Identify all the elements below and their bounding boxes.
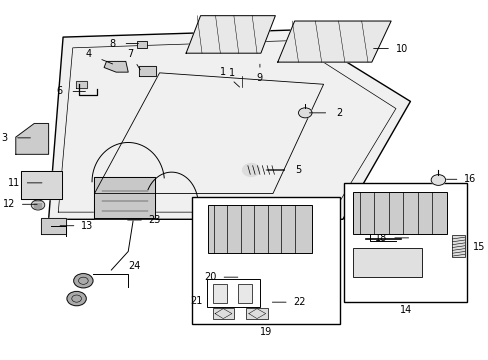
Bar (451, 235, 464, 257)
Text: 11: 11 (8, 178, 20, 188)
Text: 15: 15 (472, 242, 484, 252)
Text: 17: 17 (360, 258, 372, 268)
Circle shape (242, 163, 260, 176)
Polygon shape (20, 171, 62, 199)
Bar (237, 284, 252, 303)
Polygon shape (16, 123, 48, 154)
Bar (192, 197, 339, 324)
Circle shape (430, 175, 445, 185)
Bar (352, 248, 422, 277)
Polygon shape (277, 21, 390, 62)
Text: 2: 2 (335, 108, 342, 118)
Text: 24: 24 (128, 261, 141, 271)
Text: 10: 10 (395, 44, 407, 54)
Polygon shape (104, 62, 128, 72)
Bar (343, 183, 466, 302)
Text: 21: 21 (190, 296, 202, 306)
Bar (212, 308, 234, 319)
Text: 6: 6 (57, 86, 62, 96)
Bar (352, 192, 446, 234)
Text: 1: 1 (220, 67, 226, 77)
Polygon shape (94, 177, 154, 217)
Polygon shape (76, 81, 87, 88)
Polygon shape (48, 30, 409, 219)
Text: 22: 22 (293, 297, 305, 307)
Circle shape (298, 108, 311, 118)
Bar (206, 279, 260, 307)
Text: 1: 1 (228, 68, 235, 78)
Text: 19: 19 (259, 327, 271, 337)
Polygon shape (41, 217, 65, 234)
Text: 7: 7 (127, 49, 133, 59)
Polygon shape (139, 66, 155, 76)
Bar (137, 41, 147, 48)
Text: 9: 9 (256, 73, 263, 83)
Bar (207, 205, 311, 253)
Circle shape (67, 292, 86, 306)
Text: 23: 23 (148, 215, 161, 225)
Text: 13: 13 (81, 221, 93, 231)
Text: 18: 18 (375, 233, 387, 243)
Text: 3: 3 (1, 133, 7, 143)
Polygon shape (186, 16, 275, 53)
Text: 16: 16 (463, 174, 475, 184)
Circle shape (31, 200, 45, 210)
Bar (246, 308, 267, 319)
Text: 5: 5 (294, 165, 301, 175)
Bar (212, 284, 226, 303)
Text: 14: 14 (399, 305, 411, 315)
Circle shape (74, 274, 93, 288)
Text: 4: 4 (85, 49, 92, 59)
Text: 8: 8 (109, 39, 116, 49)
Text: 20: 20 (204, 272, 217, 282)
Text: 12: 12 (3, 199, 15, 209)
